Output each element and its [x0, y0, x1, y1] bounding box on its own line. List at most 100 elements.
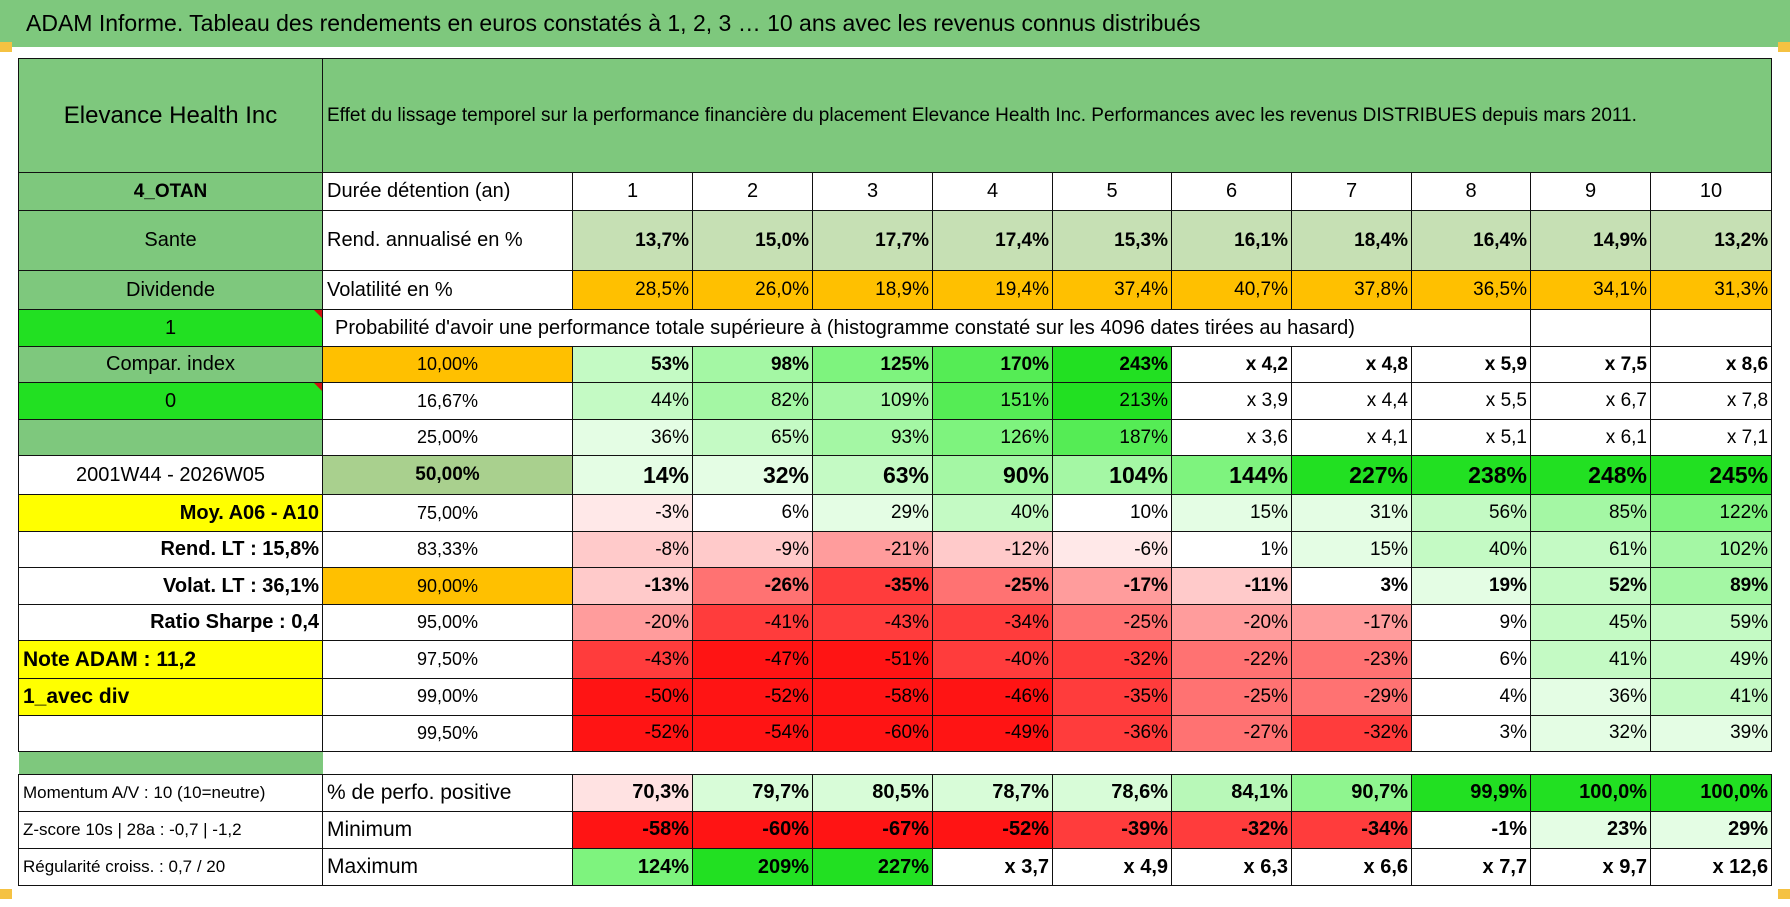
- probability-title: Probabilité d'avoir une performance tota…: [322, 309, 1531, 347]
- empty-cell: [1649, 309, 1773, 347]
- row-label-duration: Durée détention (an): [322, 172, 573, 211]
- performance-value: -25%: [1171, 678, 1292, 716]
- corner-marker: [0, 42, 12, 52]
- stat-value: 100,0%: [1649, 774, 1773, 812]
- volatility-value: 26,0%: [692, 270, 813, 311]
- performance-value: -43%: [812, 603, 933, 642]
- performance-value: -25%: [1052, 603, 1172, 642]
- performance-value: 98%: [692, 345, 813, 384]
- stat-value: -1%: [1411, 810, 1531, 850]
- performance-value: 102%: [1649, 530, 1773, 569]
- probability-threshold: 97,50%: [322, 640, 573, 680]
- performance-value: 238%: [1411, 455, 1531, 496]
- stat-value: 227%: [812, 848, 933, 886]
- stat-value: -58%: [572, 810, 693, 850]
- performance-value: 151%: [932, 382, 1053, 420]
- row-label-volatility: Volatilité en %: [322, 270, 573, 311]
- performance-value: 1%: [1171, 530, 1292, 569]
- probability-threshold: 90,00%: [322, 567, 573, 605]
- performance-value: -6%: [1052, 530, 1172, 569]
- performance-value: x 5,9: [1411, 345, 1531, 384]
- performance-value: 6%: [692, 494, 813, 532]
- performance-value: 3%: [1291, 567, 1412, 605]
- performance-value: -29%: [1291, 678, 1412, 716]
- asset-name: Elevance Health Inc: [18, 57, 323, 174]
- performance-value: 61%: [1530, 530, 1651, 569]
- stat-value: 124%: [572, 848, 693, 886]
- side-info-label: Ratio Sharpe : 0,4: [18, 603, 323, 642]
- performance-value: -17%: [1291, 603, 1412, 642]
- year-header: 7: [1291, 172, 1412, 211]
- stat-value: x 6,6: [1291, 848, 1412, 886]
- performance-value: 122%: [1649, 494, 1773, 532]
- performance-value: 85%: [1530, 494, 1651, 532]
- performance-value: -8%: [572, 530, 693, 569]
- stat-value: 209%: [692, 848, 813, 886]
- side-info-label: [18, 418, 323, 457]
- performance-value: 41%: [1530, 640, 1651, 680]
- probability-threshold: 99,00%: [322, 678, 573, 716]
- stat-value: 99,9%: [1411, 774, 1531, 812]
- stat-value: 90,7%: [1291, 774, 1412, 812]
- probability-threshold: 75,00%: [322, 494, 573, 532]
- side-info-label: Compar. index: [18, 345, 323, 384]
- corner-marker: [0, 889, 12, 899]
- annual-return-value: 16,1%: [1171, 209, 1292, 272]
- side-info-label: [18, 714, 323, 753]
- performance-value: x 6,1: [1530, 418, 1651, 457]
- annual-return-value: 16,4%: [1411, 209, 1531, 272]
- stat-value: 79,7%: [692, 774, 813, 812]
- separator-blank: [322, 751, 1772, 775]
- corner-marker: [1778, 42, 1790, 52]
- income-type-label: Dividende: [18, 270, 323, 311]
- performance-value: 15%: [1291, 530, 1412, 569]
- performance-value: 53%: [572, 345, 693, 384]
- performance-value: 49%: [1649, 640, 1773, 680]
- side-info-label: 1_avec div: [18, 678, 323, 716]
- year-header: 3: [812, 172, 933, 211]
- stat-value: x 7,7: [1411, 848, 1531, 886]
- performance-value: 245%: [1649, 455, 1773, 496]
- performance-value: x 4,4: [1291, 382, 1412, 420]
- performance-value: -26%: [692, 567, 813, 605]
- performance-value: 93%: [812, 418, 933, 457]
- annual-return-value: 18,4%: [1291, 209, 1412, 272]
- performance-value: x 3,9: [1171, 382, 1292, 420]
- annual-return-value: 17,7%: [812, 209, 933, 272]
- performance-value: -21%: [812, 530, 933, 569]
- performance-value: 243%: [1052, 345, 1172, 384]
- performance-value: -20%: [572, 603, 693, 642]
- performance-value: 32%: [1530, 714, 1651, 753]
- stat-label: % de perfo. positive: [322, 774, 573, 812]
- performance-value: -41%: [692, 603, 813, 642]
- performance-value: 56%: [1411, 494, 1531, 532]
- performance-value: -49%: [932, 714, 1053, 753]
- annual-return-value: 15,0%: [692, 209, 813, 272]
- empty-cell: [1530, 309, 1651, 347]
- stat-value: 23%: [1530, 810, 1651, 850]
- probability-threshold: 99,50%: [322, 714, 573, 753]
- annual-return-value: 13,2%: [1649, 209, 1773, 272]
- stat-value: 84,1%: [1171, 774, 1292, 812]
- side-info-label: Note ADAM : 11,2: [18, 640, 323, 680]
- performance-value: x 7,5: [1530, 345, 1651, 384]
- stat-value: x 3,7: [932, 848, 1053, 886]
- performance-value: -34%: [932, 603, 1053, 642]
- performance-value: 170%: [932, 345, 1053, 384]
- stat-label: Maximum: [322, 848, 573, 886]
- performance-value: 4%: [1411, 678, 1531, 716]
- indicator-label: Z-score 10s | 28a : -0,7 | -1,2: [18, 810, 323, 850]
- stat-value: -60%: [692, 810, 813, 850]
- performance-value: -50%: [572, 678, 693, 716]
- performance-value: 10%: [1052, 494, 1172, 532]
- annual-return-value: 17,4%: [932, 209, 1053, 272]
- probability-threshold: 95,00%: [322, 603, 573, 642]
- flag-value: 1: [18, 309, 323, 347]
- performance-value: 109%: [812, 382, 933, 420]
- performance-value: -54%: [692, 714, 813, 753]
- annual-return-value: 14,9%: [1530, 209, 1651, 272]
- probability-threshold: 83,33%: [322, 530, 573, 569]
- stat-value: 100,0%: [1530, 774, 1651, 812]
- performance-value: -52%: [572, 714, 693, 753]
- performance-value: -9%: [692, 530, 813, 569]
